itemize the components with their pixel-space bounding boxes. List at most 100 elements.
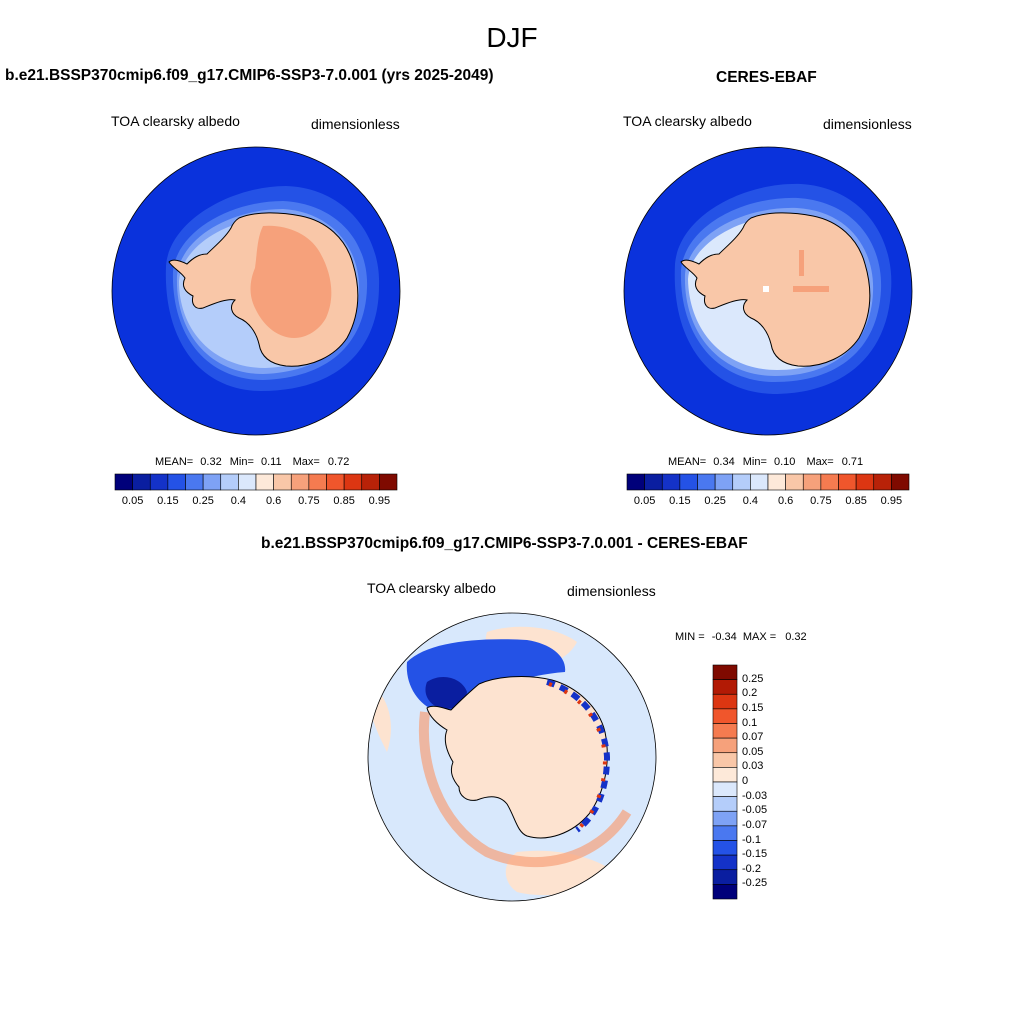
colorbar-swatch [326, 473, 345, 491]
colorbar-swatch [712, 708, 738, 724]
panel1-mean-label: MEAN= [155, 456, 194, 468]
colorbar-swatch [855, 473, 875, 491]
colorbar-tick-label: 0.2 [742, 687, 758, 700]
colorbar-swatch [785, 473, 804, 491]
colorbar-tick-label: 0.1 [742, 716, 758, 729]
panel2-max-label: Max= [806, 456, 834, 468]
colorbar-swatch [712, 752, 738, 768]
colorbar-swatch [149, 473, 169, 491]
colorbar-swatch [255, 473, 274, 491]
colorbar-tick-label: -0.1 [742, 833, 761, 846]
colorbar-tick-label: -0.07 [742, 818, 768, 831]
colorbar-tick-label: 0.4 [230, 495, 247, 507]
colorbar-tick-label: 0.03 [742, 760, 764, 773]
colorbar-tick-label: 0.05 [742, 745, 764, 758]
panel1-stats: MEAN= 0.32 Min= 0.11 Max= 0.72 [155, 456, 349, 468]
colorbar-swatch [712, 723, 738, 739]
colorbar-swatch [732, 473, 751, 491]
panel1-min: 0.11 [260, 456, 282, 468]
colorbar-tick-label: 0.25 [192, 495, 214, 507]
colorbar-swatch [712, 679, 738, 695]
colorbar-swatch [202, 473, 222, 491]
panel3-variable: TOA clearsky albedo [367, 580, 496, 596]
colorbar-tick-label: 0.95 [880, 495, 903, 507]
panel2-title: CERES-EBAF [716, 69, 817, 86]
colorbar-swatch [712, 781, 738, 797]
colorbar-swatch [714, 473, 734, 491]
colorbar-swatch [290, 473, 310, 491]
colorbar-tick-label: 0.6 [777, 495, 794, 507]
colorbar-tick-label: 0.75 [810, 495, 832, 507]
panel2-mean: 0.34 [713, 456, 735, 468]
colorbar-swatch [712, 767, 738, 783]
colorbar-swatch [308, 473, 327, 491]
colorbar-tick-label: 0.6 [265, 495, 282, 507]
colorbar-swatch [838, 473, 857, 491]
panel2-colorbar-ticks: 0.05 0.15 0.25 0.4 0.6 0.75 0.85 0.95 [627, 495, 909, 509]
panel2-pole-hole [763, 286, 769, 292]
colorbar-swatch [697, 473, 716, 491]
colorbar-tick-label: -0.03 [742, 789, 768, 802]
colorbar-swatch [750, 473, 769, 491]
colorbar-swatch [891, 473, 910, 491]
panel3-min-label: MIN = [675, 631, 705, 643]
colorbar-swatch [712, 869, 738, 885]
panel3-units: dimensionless [567, 583, 656, 599]
panel1-plateau [250, 225, 332, 338]
panel1-min-label: Min= [229, 456, 254, 468]
panel3-negative-core [425, 677, 467, 709]
colorbar-swatch [712, 854, 738, 871]
panel3-stats: MIN = -0.34 MAX = 0.32 [675, 631, 807, 643]
colorbar-swatch [132, 473, 151, 491]
panel1-units: dimensionless [311, 116, 400, 132]
panel2-colorbar [626, 473, 910, 491]
panel2-max: 0.71 [841, 456, 864, 468]
colorbar-swatch [712, 664, 738, 680]
panel3-colorbar-ticks: 0.25 0.2 0.15 0.1 0.07 0.05 0.03 0 -0.03 -0.05 -0.… [742, 665, 802, 899]
panel3-max-label: MAX = [742, 631, 777, 643]
colorbar-swatch [802, 473, 822, 491]
colorbar-tick-label: 0.05 [633, 495, 656, 507]
panel3-colorbar [712, 664, 738, 900]
colorbar-swatch [238, 473, 257, 491]
colorbar-swatch [644, 473, 663, 491]
colorbar-swatch [379, 473, 398, 491]
colorbar-swatch [167, 473, 186, 491]
panel1-colorbar-ticks: 0.05 0.15 0.25 0.4 0.6 0.75 0.85 0.95 [115, 495, 397, 509]
colorbar-tick-label: -0.15 [742, 848, 768, 861]
panel1-map [111, 146, 401, 436]
colorbar-swatch [873, 473, 892, 491]
colorbar-swatch [712, 825, 738, 841]
panel3-min: -0.34 [711, 631, 737, 643]
colorbar-swatch [114, 473, 133, 491]
panel3-positive-ring [418, 711, 632, 868]
panel2-min: 0.10 [773, 456, 796, 468]
colorbar-tick-label: 0.25 [704, 495, 726, 507]
panel1-max: 0.72 [327, 456, 350, 468]
panel3-map [367, 612, 657, 902]
colorbar-tick-label: 0.05 [121, 495, 144, 507]
panel1-max-label: Max= [292, 456, 320, 468]
colorbar-tick-label: -0.2 [742, 862, 761, 875]
panel3-antarctica [426, 676, 608, 839]
colorbar-swatch [712, 810, 738, 827]
panel2-min-label: Min= [742, 456, 767, 468]
colorbar-tick-label: 0.15 [742, 701, 764, 714]
colorbar-tick-label: 0.85 [845, 495, 867, 507]
panel1-colorbar [114, 473, 398, 491]
panel2-plateau-patch [793, 286, 829, 292]
panel1-title: b.e21.BSSP370cmip6.f09_g17.CMIP6-SSP3-7.… [5, 67, 494, 84]
colorbar-swatch [185, 473, 204, 491]
colorbar-tick-label: 0 [742, 775, 749, 787]
colorbar-swatch [343, 473, 363, 491]
colorbar-tick-label: 0.15 [157, 495, 179, 507]
panel2-stats: MEAN= 0.34 Min= 0.10 Max= 0.71 [668, 456, 863, 468]
panel1-mean: 0.32 [200, 456, 222, 468]
colorbar-swatch [712, 840, 738, 856]
colorbar-swatch [679, 473, 698, 491]
colorbar-swatch [220, 473, 239, 491]
colorbar-swatch [712, 693, 738, 710]
colorbar-swatch [626, 473, 645, 491]
panel2-variable: TOA clearsky albedo [623, 113, 752, 129]
panel2-map [623, 146, 913, 436]
